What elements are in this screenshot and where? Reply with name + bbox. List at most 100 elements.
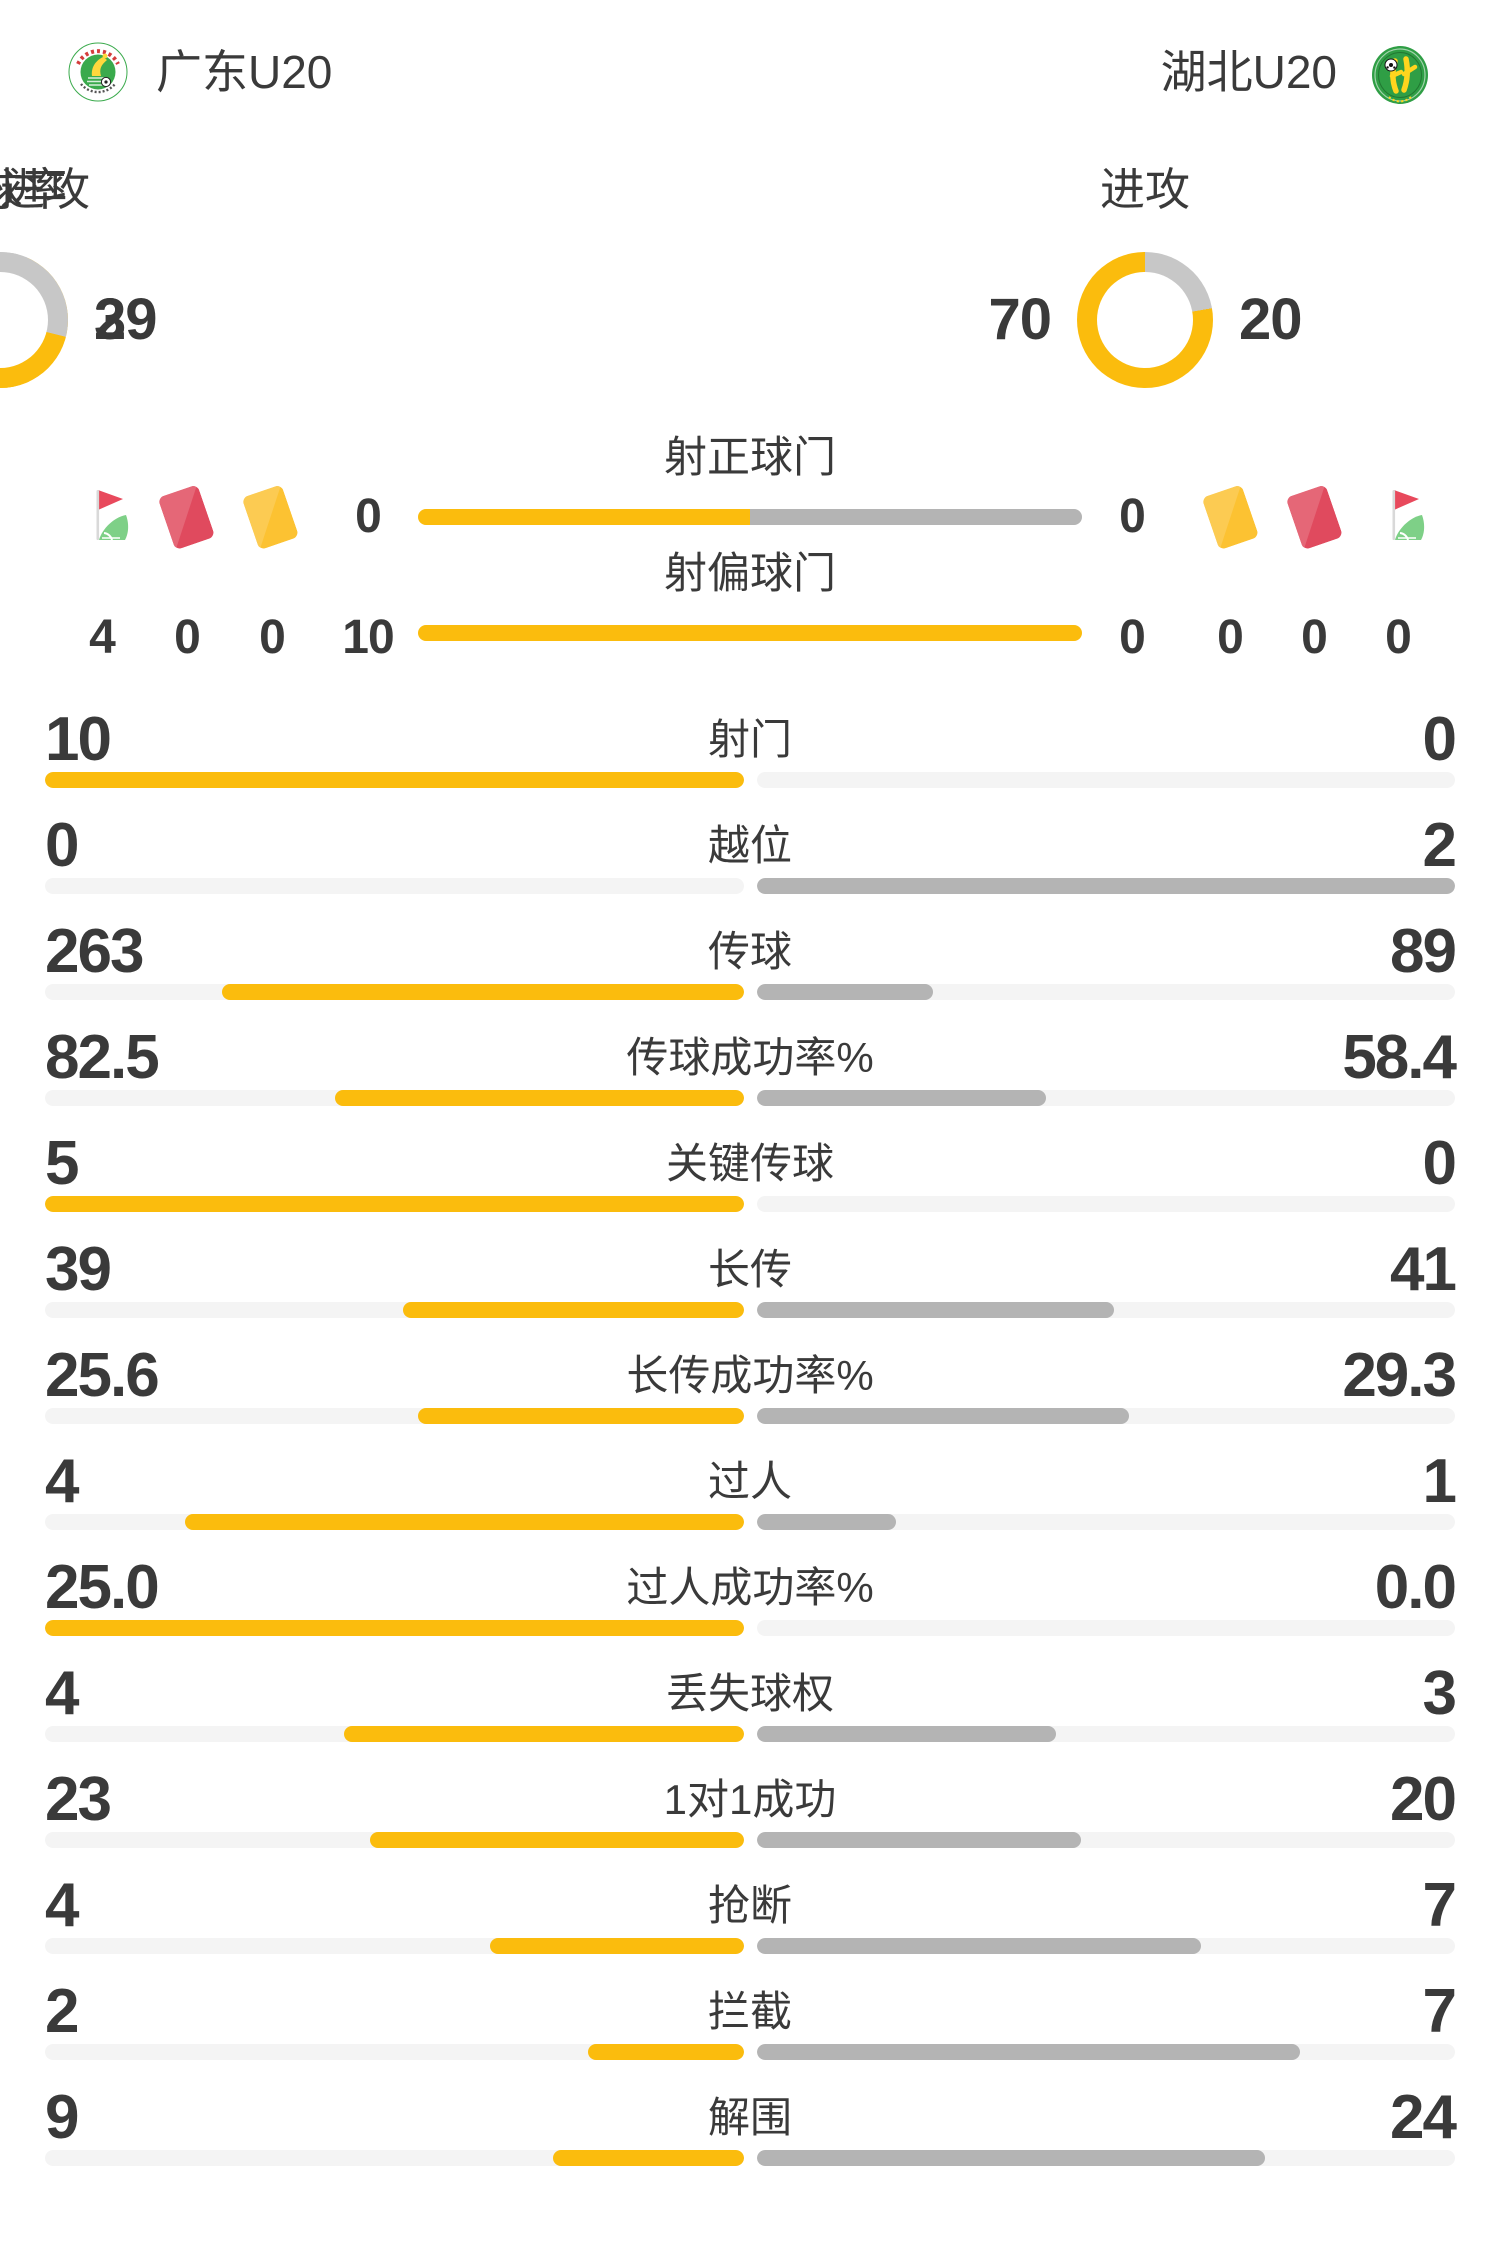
corner-flag-icon: [1370, 487, 1426, 543]
donut-chart-attack: 进攻 70 20: [941, 166, 1349, 388]
shots-off-target-label: 射偏球门: [664, 550, 836, 598]
stat-bar: [45, 1302, 1455, 1318]
red-card-icon: [157, 479, 228, 551]
stat-away-value: 0: [1422, 705, 1458, 774]
stat-home-value: 5: [45, 1129, 80, 1198]
red-card-icon: [1285, 479, 1356, 551]
stat-home-value: 4: [45, 1871, 80, 1940]
yellow-card-icon: [1201, 479, 1272, 551]
stat-home-value: 25.0: [45, 1553, 160, 1622]
stat-label: 越位: [707, 822, 792, 869]
chart-title: 危险进攻: [0, 164, 90, 215]
stat-away-value: 29.3: [1342, 1341, 1457, 1410]
donut-ring: [0, 252, 68, 388]
stat-row: 4 丢失球权 3: [0, 1642, 1500, 1748]
stat-bar: [45, 1196, 1455, 1212]
stat-bar: [45, 1726, 1455, 1742]
stat-away-value: 20: [1390, 1765, 1457, 1834]
stat-away-value: 1: [1422, 1447, 1458, 1516]
stat-away-value: 0: [1422, 1129, 1458, 1198]
away-yellow-cards-count: 0: [1217, 611, 1244, 664]
stat-label: 丢失球权: [665, 1670, 834, 1717]
stat-row: 82.5 传球成功率% 58.4: [0, 1006, 1500, 1112]
stat-away-value: 41: [1390, 1235, 1457, 1304]
away-corners-count: 0: [1385, 611, 1412, 664]
stat-home-value: 9: [45, 2083, 80, 2152]
chart-title: 控球率: [0, 164, 68, 215]
shots-on-target-away: 0: [1119, 490, 1146, 543]
stat-away-value: 24: [1390, 2083, 1457, 2152]
home-red-cards-count: 0: [174, 611, 201, 664]
stat-row: 4 过人 1: [0, 1430, 1500, 1536]
stat-bar: [45, 1938, 1455, 1954]
stat-label: 传球: [707, 928, 792, 975]
stat-row: 263 传球 89: [0, 900, 1500, 1006]
home-team-name[interactable]: 广东U20: [156, 46, 333, 98]
stat-away-value: 2: [1422, 811, 1458, 880]
stat-bar: [45, 772, 1455, 788]
shots-on-target-bar: [418, 509, 1082, 525]
chart-home-value: 70: [988, 287, 1052, 352]
stat-bar: [45, 1090, 1455, 1106]
stat-row: 23 1对1成功 20: [0, 1748, 1500, 1854]
stat-label: 过人成功率%: [626, 1564, 874, 1611]
stat-away-value: 58.4: [1342, 1023, 1457, 1092]
stat-bar: [45, 984, 1455, 1000]
stat-row: 25.0 过人成功率% 0.0: [0, 1536, 1500, 1642]
stat-home-value: 82.5: [45, 1023, 160, 1092]
stat-label: 传球成功率%: [626, 1034, 874, 1081]
stat-row: 10 射门 0: [0, 688, 1500, 794]
stat-row: 25.6 长传成功率% 29.3: [0, 1324, 1500, 1430]
stat-home-value: 4: [45, 1659, 80, 1728]
chart-away-value: 20: [1239, 287, 1303, 352]
home-yellow-cards-count: 0: [259, 611, 286, 664]
stat-label: 长传: [707, 1246, 792, 1293]
chart-title: 进攻: [1099, 164, 1190, 215]
stat-row: 4 抢断 7: [0, 1854, 1500, 1960]
stats-list: 10 射门 0 0 越位 2 263 传球 89 82.5 传球成功率%: [0, 688, 1500, 2172]
stat-row: 9 解围 24: [0, 2066, 1500, 2172]
stat-bar: [45, 2044, 1455, 2060]
chart-away-value: 3: [94, 287, 126, 352]
stat-home-value: 2: [45, 1977, 80, 2046]
stat-bar: [45, 1408, 1455, 1424]
stat-row: 0 越位 2: [0, 794, 1500, 900]
stat-bar: [45, 1620, 1455, 1636]
stat-label: 过人: [707, 1458, 792, 1505]
corner-flag-icon: [74, 487, 130, 543]
stat-label: 1对1成功: [663, 1776, 837, 1823]
stat-home-value: 23: [45, 1765, 112, 1834]
stat-label: 抢断: [707, 1882, 792, 1929]
stat-away-value: 89: [1390, 917, 1457, 986]
stat-row: 39 长传 41: [0, 1218, 1500, 1324]
home-team-logo[interactable]: [68, 42, 128, 102]
stat-row: 2 拦截 7: [0, 1960, 1500, 2066]
donut-chart-possession: 控球率 71 29: [0, 166, 204, 388]
stat-home-value: 39: [45, 1235, 112, 1304]
stat-away-value: 7: [1422, 1977, 1458, 2046]
shots-off-target-bar: [418, 625, 1082, 641]
stat-bar: [45, 2150, 1455, 2166]
stat-label: 拦截: [707, 1988, 792, 2035]
stat-bar: [45, 1514, 1455, 1530]
away-red-cards-count: 0: [1301, 611, 1328, 664]
away-team-logo[interactable]: [1370, 45, 1430, 105]
shots-off-target-home: 10: [342, 611, 394, 664]
shots-off-target-away: 0: [1119, 611, 1146, 664]
stat-away-value: 7: [1422, 1871, 1458, 1940]
stat-row: 5 关键传球 0: [0, 1112, 1500, 1218]
stat-home-value: 25.6: [45, 1341, 160, 1410]
stat-away-value: 0.0: [1374, 1553, 1457, 1622]
stat-home-value: 263: [45, 917, 144, 986]
stat-home-value: 10: [45, 705, 112, 774]
stat-home-value: 0: [45, 811, 80, 880]
home-corners-count: 4: [89, 611, 116, 664]
away-team-name[interactable]: 湖北U20: [1160, 46, 1337, 98]
stat-label: 解围: [707, 2094, 792, 2141]
shots-on-target-home: 0: [355, 490, 382, 543]
stat-label: 长传成功率%: [626, 1352, 874, 1399]
chart-away-value: 29: [94, 287, 158, 352]
yellow-card-icon: [241, 479, 312, 551]
stat-home-value: 4: [45, 1447, 80, 1516]
